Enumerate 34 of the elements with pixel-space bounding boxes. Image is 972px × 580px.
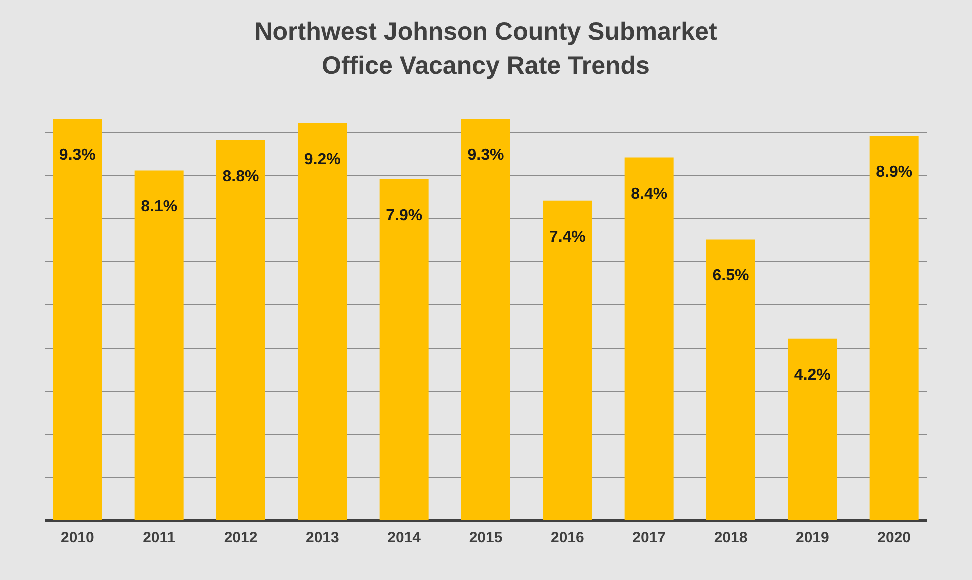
x-tick-label: 2016	[550, 530, 584, 546]
data-label: 9.3%	[59, 147, 96, 164]
bar	[624, 158, 674, 520]
x-tick-label: 2019	[796, 530, 830, 546]
data-label: 8.1%	[141, 198, 178, 216]
x-tick-label: 2010	[60, 530, 94, 546]
data-label: 9.2%	[304, 151, 341, 168]
bar	[788, 338, 838, 520]
chart-title: Northwest Johnson County Submarket Office Vacancy Rate Trends	[254, 18, 718, 80]
data-label: 8.8%	[222, 168, 260, 186]
x-tick-label: 2017	[632, 530, 666, 546]
x-tick-label: 2018	[714, 530, 748, 546]
bar	[706, 240, 756, 520]
data-label: 6.5%	[712, 268, 750, 285]
x-tick-label: 2014	[388, 530, 422, 546]
bar	[298, 123, 348, 520]
bar	[216, 140, 266, 520]
x-tick-label: 2020	[878, 530, 912, 546]
x-tick-label: 2011	[143, 530, 176, 546]
data-label: 8.9%	[876, 164, 913, 182]
bar	[53, 119, 102, 520]
data-label: 7.4%	[549, 228, 586, 246]
bar	[543, 200, 592, 520]
x-tick-label: 2015	[469, 530, 503, 546]
bar	[134, 170, 184, 520]
x-tick-label: 2013	[306, 530, 340, 546]
data-label: 7.9%	[386, 207, 423, 224]
data-label: 4.2%	[794, 366, 831, 384]
data-label: 9.3%	[468, 147, 504, 164]
bar	[870, 136, 919, 520]
bar	[380, 179, 429, 520]
x-tick-label: 2012	[224, 530, 258, 546]
data-label: 8.4%	[631, 186, 668, 203]
bar	[462, 119, 510, 520]
